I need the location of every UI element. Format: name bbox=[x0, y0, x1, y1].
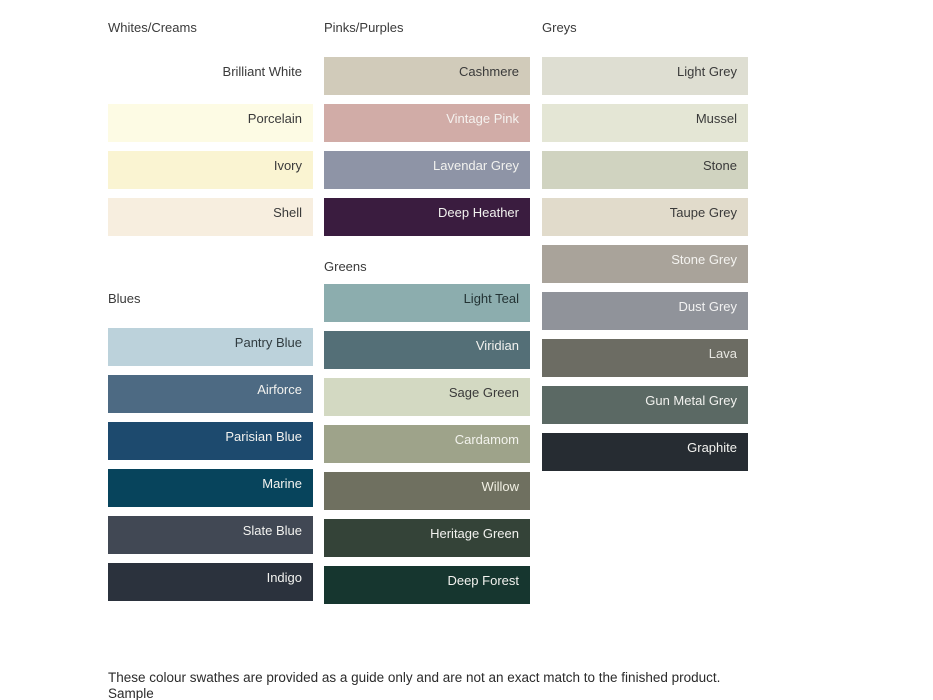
group-title-greens: Greens bbox=[324, 259, 367, 274]
swatch-label-light-teal: Light Teal bbox=[463, 291, 519, 306]
swatch-label-parisian-blue: Parisian Blue bbox=[225, 429, 302, 444]
swatch-label-deep-forest: Deep Forest bbox=[447, 573, 519, 588]
group-pinks-purples: Pinks/Purples Cashmere Vintage Pink Lavenda… bbox=[324, 20, 530, 236]
swatch-mussel: Mussel bbox=[542, 104, 748, 142]
swatch-porcelain: Porcelain bbox=[108, 104, 313, 142]
swatch-label-shell: Shell bbox=[273, 205, 302, 220]
swatch-cashmere: Cashmere bbox=[324, 57, 530, 95]
swatch-dust-grey: Dust Grey bbox=[542, 292, 748, 330]
swatch-viridian: Viridian bbox=[324, 331, 530, 369]
swatch-pantry-blue: Pantry Blue bbox=[108, 328, 313, 366]
swatch-gun-metal-grey: Gun Metal Grey bbox=[542, 386, 748, 424]
swatch-deep-forest: Deep Forest bbox=[324, 566, 530, 604]
swatch-indigo: Indigo bbox=[108, 563, 313, 601]
swatch-sage-green: Sage Green bbox=[324, 378, 530, 416]
swatch-label-willow: Willow bbox=[481, 479, 519, 494]
swatch-label-marine: Marine bbox=[262, 476, 302, 491]
swatch-label-deep-heather: Deep Heather bbox=[438, 205, 519, 220]
swatch-stone-grey: Stone Grey bbox=[542, 245, 748, 283]
column-middle: Pinks/Purples Cashmere Vintage Pink Lavenda… bbox=[324, 20, 530, 613]
swatch-label-slate-blue: Slate Blue bbox=[242, 523, 302, 538]
swatch-label-vintage-pink: Vintage Pink bbox=[446, 111, 519, 126]
swatch-label-dust-grey: Dust Grey bbox=[678, 299, 737, 314]
swatch-label-porcelain: Porcelain bbox=[247, 111, 302, 126]
group-title-whites-creams: Whites/Creams bbox=[108, 20, 197, 35]
swatch-light-teal: Light Teal bbox=[324, 284, 530, 322]
swatch-parisian-blue: Parisian Blue bbox=[108, 422, 313, 460]
swatch-stone: Stone bbox=[542, 151, 748, 189]
swatch-label-airforce: Airforce bbox=[257, 382, 302, 397]
swatch-label-lavendar-grey: Lavendar Grey bbox=[433, 158, 519, 173]
group-title-pinks-purples: Pinks/Purples bbox=[324, 20, 404, 35]
swatch-ivory: Ivory bbox=[108, 151, 313, 189]
group-greens: Greens Light Teal Viridian Sage Green Cardam… bbox=[324, 259, 530, 604]
swatch-lavendar-grey: Lavendar Grey bbox=[324, 151, 530, 189]
swatch-airforce: Airforce bbox=[108, 375, 313, 413]
swatch-deep-heather: Deep Heather bbox=[324, 198, 530, 236]
group-greys: Greys Light Grey Mussel Stone Taupe Grey Ston… bbox=[542, 20, 748, 471]
swatch-lava: Lava bbox=[542, 339, 748, 377]
group-title-greys: Greys bbox=[542, 20, 577, 35]
column-left: Whites/Creams Brilliant White Porcelain Ivo… bbox=[108, 20, 313, 610]
swatch-willow: Willow bbox=[324, 472, 530, 510]
swatch-label-pantry-blue: Pantry Blue bbox=[234, 335, 302, 350]
swatch-label-cardamom: Cardamom bbox=[454, 432, 519, 447]
swatch-label-sage-green: Sage Green bbox=[448, 385, 519, 400]
group-whites-creams: Whites/Creams Brilliant White Porcelain Ivo… bbox=[108, 20, 313, 236]
swatch-label-graphite: Graphite bbox=[687, 440, 737, 455]
swatch-label-gun-metal-grey: Gun Metal Grey bbox=[645, 393, 737, 408]
swatch-label-stone: Stone bbox=[703, 158, 737, 173]
swatch-cardamom: Cardamom bbox=[324, 425, 530, 463]
swatch-label-cashmere: Cashmere bbox=[459, 64, 519, 79]
swatch-light-grey: Light Grey bbox=[542, 57, 748, 95]
swatch-graphite: Graphite bbox=[542, 433, 748, 471]
swatch-label-stone-grey: Stone Grey bbox=[671, 252, 737, 267]
swatch-label-lava: Lava bbox=[708, 346, 737, 361]
swatch-label-ivory: Ivory bbox=[273, 158, 302, 173]
swatch-label-heritage-green: Heritage Green bbox=[430, 526, 519, 541]
swatch-heritage-green: Heritage Green bbox=[324, 519, 530, 557]
column-right: Greys Light Grey Mussel Stone Taupe Grey Ston… bbox=[542, 20, 748, 480]
group-blues: Blues Pantry Blue Airforce Parisian Blue Mar… bbox=[108, 291, 313, 601]
disclaimer-text: These colour swathes are provided as a g… bbox=[108, 639, 773, 700]
swatch-label-light-grey: Light Grey bbox=[677, 64, 737, 79]
swatch-label-indigo: Indigo bbox=[266, 570, 302, 585]
group-title-blues: Blues bbox=[108, 291, 141, 306]
swatch-label-taupe-grey: Taupe Grey bbox=[669, 205, 737, 220]
swatch-shell: Shell bbox=[108, 198, 313, 236]
swatch-label-viridian: Viridian bbox=[475, 338, 519, 353]
disclaimer-line-1: These colour swathes are provided as a g… bbox=[108, 670, 728, 700]
swatch-marine: Marine bbox=[108, 469, 313, 507]
swatch-taupe-grey: Taupe Grey bbox=[542, 198, 748, 236]
swatch-label-brilliant-white: Brilliant White bbox=[222, 64, 302, 79]
swatch-brilliant-white: Brilliant White bbox=[108, 57, 313, 95]
swatch-vintage-pink: Vintage Pink bbox=[324, 104, 530, 142]
swatch-label-mussel: Mussel bbox=[695, 111, 737, 126]
swatch-slate-blue: Slate Blue bbox=[108, 516, 313, 554]
